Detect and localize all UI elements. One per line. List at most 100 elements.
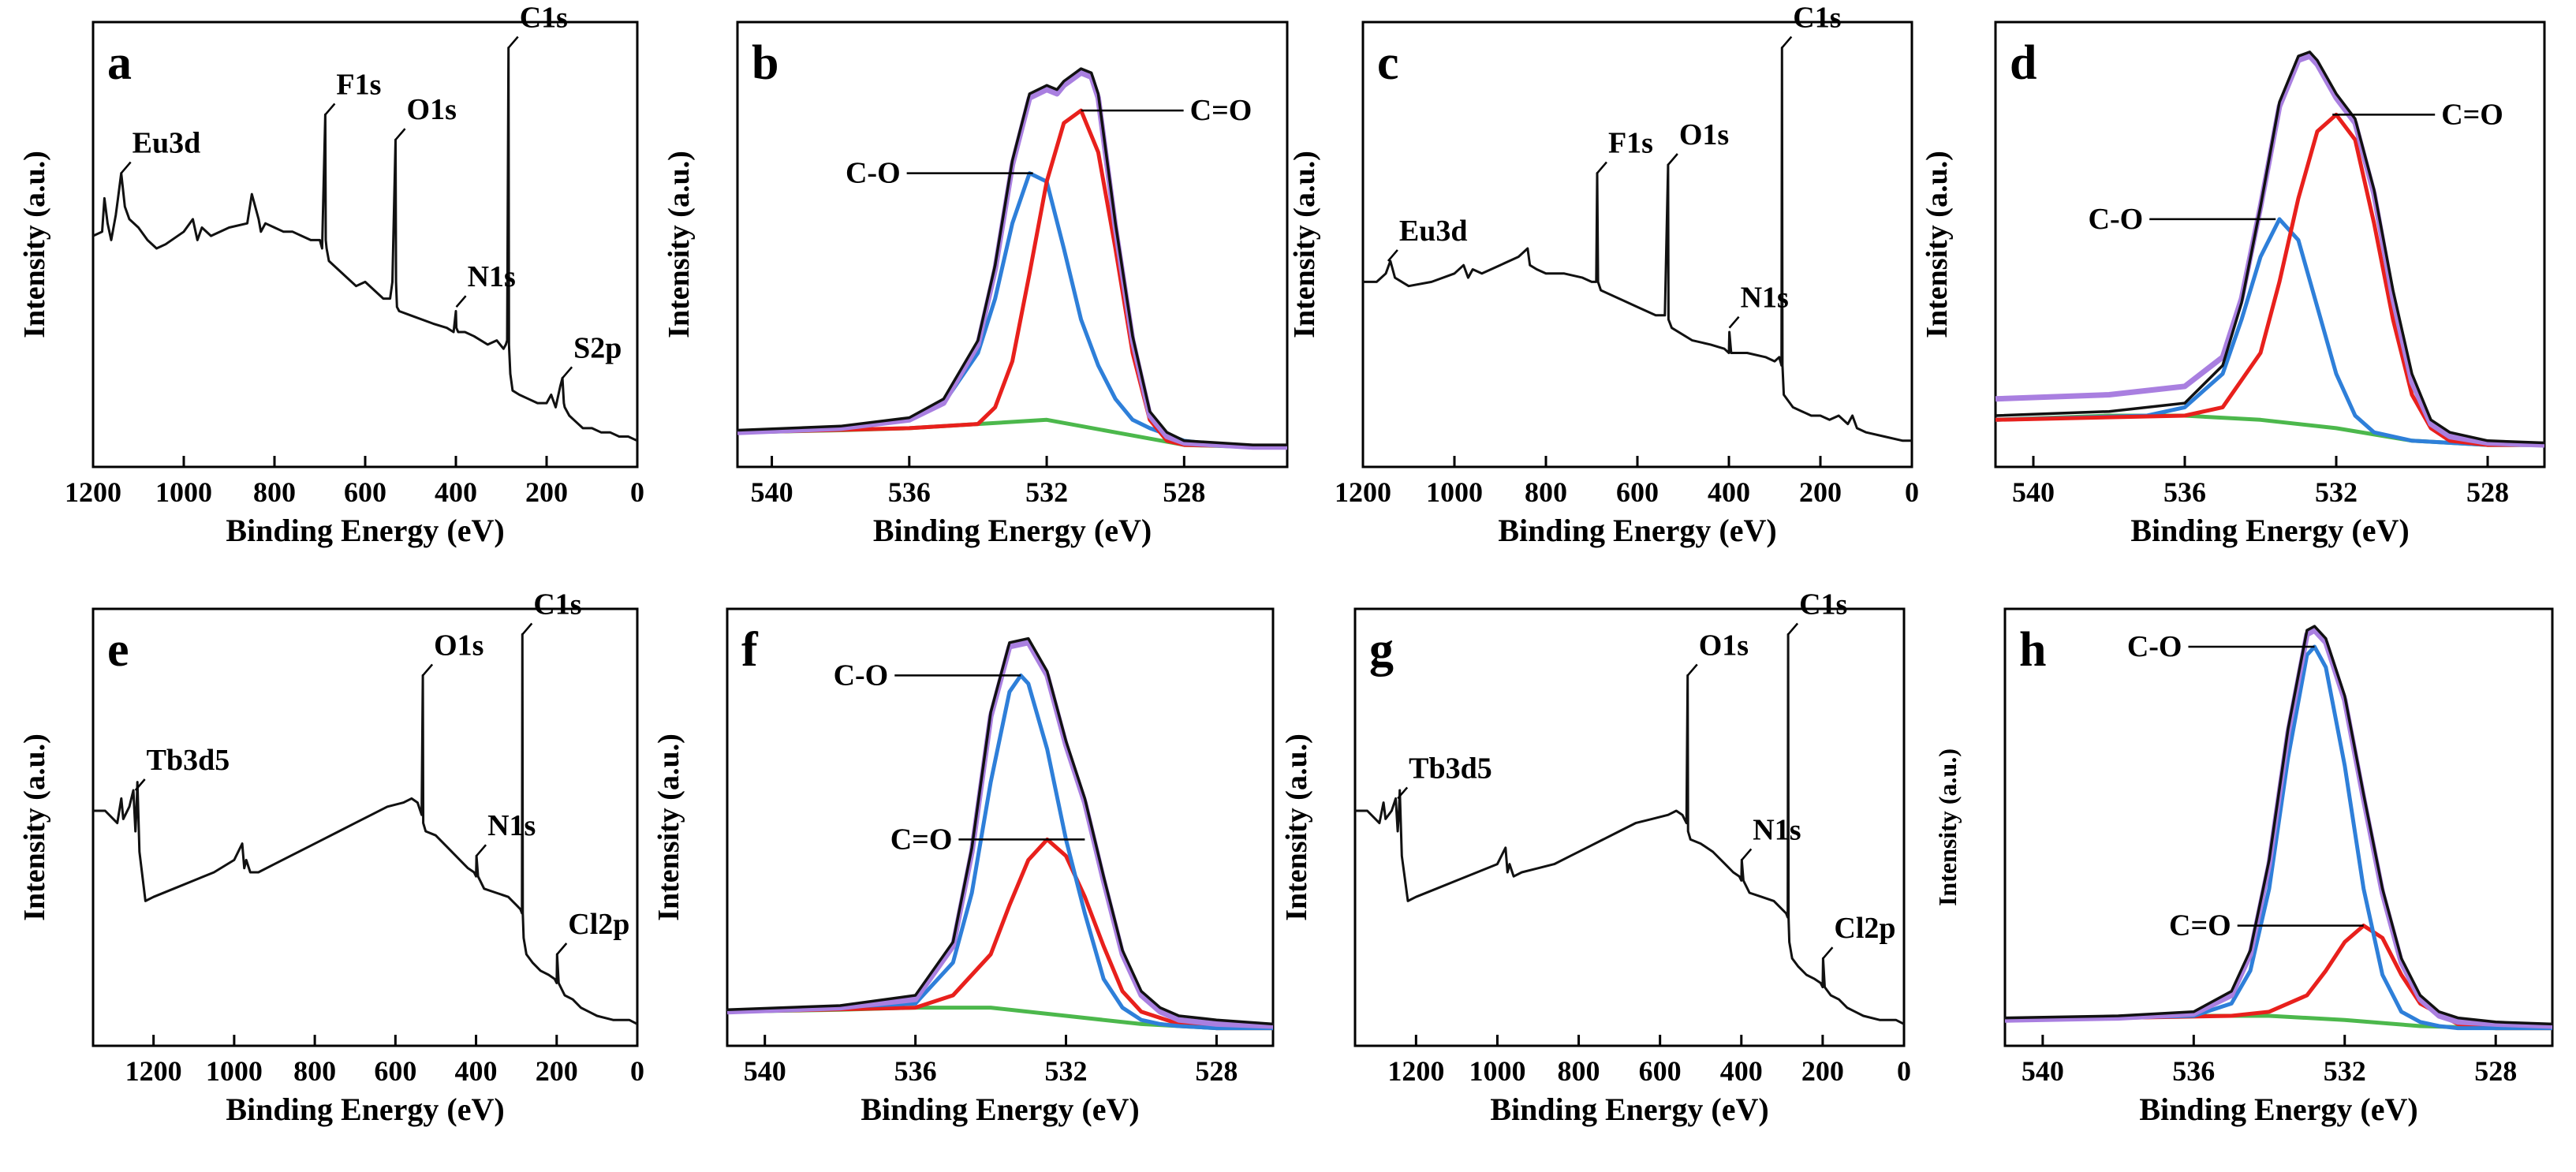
x-tick-label-a-5: 200 bbox=[525, 476, 568, 508]
series-d-envelope bbox=[1995, 53, 2545, 448]
panel-g: 1200 1000 800 600 400 200 0 Binding Energy (eV)… bbox=[1280, 588, 1911, 1127]
plot-frame-e bbox=[91, 607, 639, 1047]
annotation-a-o1s: O1s bbox=[407, 93, 457, 126]
series-group-h bbox=[2004, 625, 2553, 1031]
x-tick-label-g-3: 600 bbox=[1639, 1055, 1682, 1087]
x-axis-label-d: Binding Energy (eV) bbox=[2130, 513, 2409, 548]
series-f-c-o bbox=[726, 837, 1273, 1031]
annotation-e-cl2p: Cl2p bbox=[568, 908, 629, 941]
annotation-leader-g-2 bbox=[1397, 786, 1409, 800]
annotation-h-c-o: C=O bbox=[2169, 909, 2231, 942]
x-tick-label-b-0: 540 bbox=[751, 476, 793, 508]
x-tick-label-f-2: 532 bbox=[1045, 1055, 1088, 1087]
x-tick-label-g-2: 800 bbox=[1558, 1055, 1600, 1087]
x-tick-label-h-0: 540 bbox=[2022, 1055, 2064, 1087]
panel-c: 1200 1000 800 600 400 200 0 Binding Energy (eV)… bbox=[1288, 2, 1919, 548]
x-axis-label-f: Binding Energy (eV) bbox=[861, 1092, 1139, 1127]
x-tick-label-c-2: 800 bbox=[1525, 476, 1567, 508]
x-tick-label-b-2: 532 bbox=[1025, 476, 1068, 508]
panel-letter-a: a bbox=[107, 36, 132, 90]
x-tick-label-a-1: 1000 bbox=[155, 476, 212, 508]
annotation-leader-c-4 bbox=[1728, 315, 1740, 329]
x-tick-label-e-6: 0 bbox=[630, 1055, 644, 1087]
annotation-c-c1s: C1s bbox=[1793, 2, 1841, 35]
x-tick-label-a-6: 0 bbox=[630, 476, 644, 508]
series-b-envelope bbox=[737, 69, 1287, 450]
series-h-c-o bbox=[2004, 644, 2552, 1031]
y-axis-label-d: Intensity (a.u.) bbox=[1921, 151, 1954, 338]
annotation-leader-g-0 bbox=[1787, 622, 1799, 636]
annotation-leader-g-4 bbox=[1822, 946, 1834, 960]
annotation-g-cl2p: Cl2p bbox=[1834, 912, 1895, 945]
x-tick-label-h-3: 528 bbox=[2474, 1055, 2517, 1087]
annotation-g-tb3d5: Tb3d5 bbox=[1409, 752, 1492, 785]
x-tick-label-c-3: 600 bbox=[1616, 476, 1659, 508]
x-tick-label-a-3: 600 bbox=[344, 476, 386, 508]
series-e-survey bbox=[93, 633, 638, 1025]
x-tick-label-c-0: 1200 bbox=[1335, 476, 1391, 508]
panel-e: 1200 1000 800 600 400 200 0 Binding Energy (eV)… bbox=[18, 588, 644, 1127]
panel-f: 540 536 532 528 Binding Energy (eV) Intensity… bbox=[652, 607, 1275, 1127]
series-a-survey bbox=[92, 47, 638, 442]
annotation-c-o1s: O1s bbox=[1679, 118, 1729, 151]
annotation-d-c-o: C-O bbox=[2089, 203, 2144, 236]
series-group-d bbox=[1995, 50, 2545, 448]
plot-frame-b bbox=[736, 21, 1289, 468]
panel-letter-e: e bbox=[107, 623, 129, 677]
series-d-c-o bbox=[1995, 217, 2544, 447]
annotation-leader-a-3 bbox=[120, 161, 132, 174]
y-axis-label-b: Intensity (a.u.) bbox=[663, 151, 696, 338]
y-axis-label-g: Intensity (a.u.) bbox=[1280, 733, 1313, 921]
annotation-leader-e-3 bbox=[476, 844, 487, 857]
x-tick-label-g-1: 1000 bbox=[1469, 1055, 1525, 1087]
x-tick-label-g-6: 0 bbox=[1897, 1055, 1911, 1087]
series-h-c-o bbox=[2004, 924, 2552, 1031]
series-h-measured bbox=[2004, 625, 2553, 1026]
x-axis-label-c: Binding Energy (eV) bbox=[1498, 513, 1776, 548]
series-f-measured bbox=[726, 636, 1274, 1026]
panel-a: 1200 1000 800 600 400 200 0 Binding Energy (eV)… bbox=[18, 2, 644, 548]
x-tick-label-e-0: 1200 bbox=[125, 1055, 182, 1087]
annotation-c-f1s: F1s bbox=[1608, 127, 1653, 160]
x-tick-label-c-6: 0 bbox=[1905, 476, 1919, 508]
series-f-c-o bbox=[726, 673, 1273, 1031]
x-tick-label-e-2: 800 bbox=[293, 1055, 336, 1087]
series-b-measured bbox=[737, 67, 1287, 446]
series-d-measured bbox=[1995, 50, 2545, 445]
annotation-leader-e-4 bbox=[556, 942, 568, 955]
panel-letter-h: h bbox=[2019, 623, 2046, 677]
x-tick-label-a-4: 400 bbox=[435, 476, 477, 508]
series-group-g bbox=[1355, 633, 1905, 1025]
annotation-leader-c-2 bbox=[1667, 153, 1678, 166]
series-group-e bbox=[93, 633, 638, 1025]
x-axis-label-e: Binding Energy (eV) bbox=[226, 1092, 504, 1127]
x-tick-label-c-1: 1000 bbox=[1426, 476, 1483, 508]
annotation-g-n1s: N1s bbox=[1753, 813, 1801, 846]
panel-h: 540 536 532 528 Binding Energy (eV) Intensity… bbox=[1933, 607, 2554, 1127]
x-tick-label-h-1: 536 bbox=[2172, 1055, 2215, 1087]
x-tick-label-b-3: 528 bbox=[1163, 476, 1205, 508]
x-tick-label-a-0: 1200 bbox=[65, 476, 121, 508]
annotation-a-eu3d: Eu3d bbox=[133, 127, 201, 160]
series-group-f bbox=[726, 636, 1274, 1031]
x-tick-label-f-3: 528 bbox=[1195, 1055, 1238, 1087]
x-tick-label-g-5: 200 bbox=[1801, 1055, 1844, 1087]
panel-b: 540 536 532 528 Binding Energy (eV) Intensity… bbox=[663, 21, 1289, 548]
y-axis-label-e: Intensity (a.u.) bbox=[18, 733, 51, 921]
panel-letter-d: d bbox=[2010, 36, 2037, 90]
x-tick-label-d-2: 532 bbox=[2315, 476, 2358, 508]
series-g-survey bbox=[1355, 633, 1905, 1025]
series-b-c-o bbox=[737, 171, 1288, 450]
series-group-b bbox=[737, 67, 1288, 450]
panel-d: 540 536 532 528 Binding Energy (eV) Intensity… bbox=[1921, 21, 2546, 548]
x-tick-label-f-0: 540 bbox=[744, 1055, 786, 1087]
x-tick-label-g-0: 1200 bbox=[1387, 1055, 1444, 1087]
annotation-a-c1s: C1s bbox=[520, 2, 568, 35]
x-tick-label-c-5: 200 bbox=[1799, 476, 1842, 508]
annotation-a-n1s: N1s bbox=[468, 260, 516, 293]
x-tick-label-f-1: 536 bbox=[894, 1055, 937, 1087]
annotation-c-eu3d: Eu3d bbox=[1399, 215, 1468, 248]
x-tick-label-d-0: 540 bbox=[2012, 476, 2055, 508]
annotation-leader-a-1 bbox=[324, 103, 336, 116]
